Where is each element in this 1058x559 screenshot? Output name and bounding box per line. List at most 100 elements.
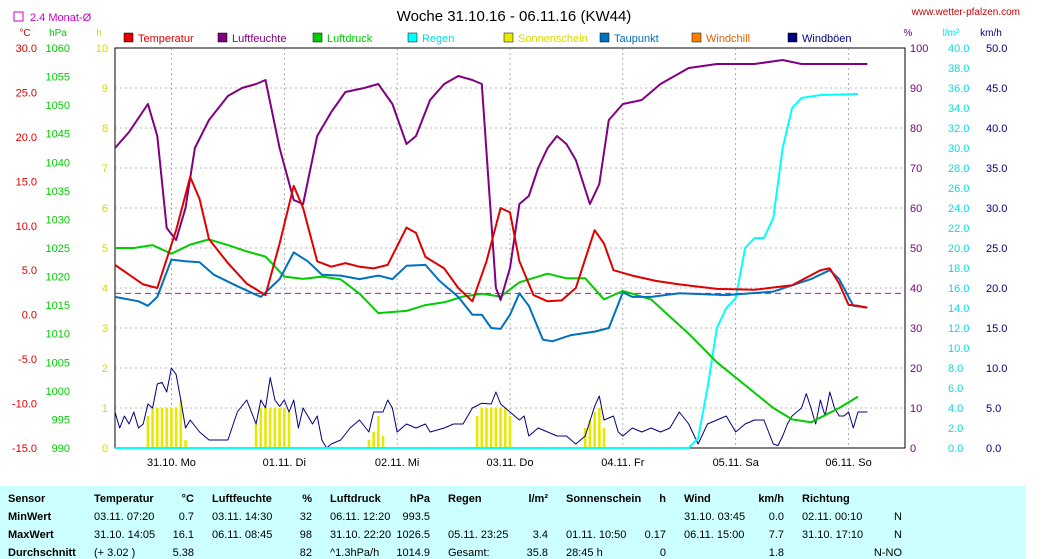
table-header-unit: % <box>302 493 312 505</box>
tick-label: 40.0 <box>986 123 1007 135</box>
tick-label: 45.0 <box>986 83 1007 95</box>
legend-label: Sonnenschein <box>518 33 588 45</box>
tick-label: 10.0 <box>986 363 1007 375</box>
sunshine-bar <box>165 408 169 448</box>
table-header-unit: h <box>659 493 666 505</box>
tick-label: 5 <box>102 243 108 255</box>
tick-label: 995 <box>52 414 70 426</box>
humidity-line <box>114 59 868 301</box>
table-cell-time: ^1.3hPa/h <box>330 547 380 559</box>
table-header: Sonnenschein <box>566 493 642 505</box>
tick-label: 38.0 <box>948 63 969 75</box>
tick-label: 1030 <box>46 214 70 226</box>
tick-label: 1020 <box>46 272 70 284</box>
table-header-unit: °C <box>181 493 194 505</box>
legend: Temperatur Luftfeuchte Luftdruck Regen Sonne… <box>123 32 852 45</box>
tick-label: 0 <box>910 443 916 455</box>
tick-label: 15.0 <box>16 176 37 188</box>
rain-line <box>115 93 859 449</box>
table-cell-time: 02.11. 00:10 <box>802 511 863 523</box>
tick-label: 10.0 <box>948 343 969 355</box>
table-header: Richtung <box>802 493 850 505</box>
tick-label: 22.0 <box>948 223 969 235</box>
table-cell-time: 28:45 h <box>566 547 603 559</box>
legend-swatch <box>503 32 514 43</box>
site-url: www.wetter-pfalzen.com <box>911 7 1020 18</box>
tick-label: 3 <box>102 323 108 335</box>
table-cell-value: 82 <box>299 547 312 559</box>
tick-label: 30.0 <box>16 43 37 55</box>
sunshine-bar <box>273 408 277 448</box>
sunshine-bar <box>381 436 385 448</box>
dewpoint-line <box>114 251 868 343</box>
legend-label: Luftfeuchte <box>232 33 286 45</box>
pressure-unit: hPa <box>49 28 67 39</box>
tick-label: 7 <box>102 163 108 175</box>
legend-label: Temperatur <box>138 33 194 45</box>
sunshine-bar <box>499 408 502 448</box>
tick-label: 12.0 <box>948 323 969 335</box>
tick-label: 2 <box>102 363 108 375</box>
table-cell-value: 32 <box>299 511 312 523</box>
table-cell-value: 35.8 <box>526 547 548 559</box>
table-header: Wind <box>684 493 711 505</box>
table-cell-time: 31.10. 03:45 <box>684 511 746 523</box>
table-cell-value: 1.8 <box>768 547 784 559</box>
sunshine-bar <box>268 408 272 448</box>
sunshine-bar <box>377 416 380 448</box>
day-labels: 31.10. Mo 01.11. Di 02.11. Mi 03.11. Do 04.1… <box>147 457 872 469</box>
tick-label: 1000 <box>46 386 70 398</box>
sunshine-bar <box>475 416 479 448</box>
temperature-line <box>114 175 868 309</box>
tick-label: 70 <box>910 163 922 175</box>
tick-label: 1040 <box>46 157 70 169</box>
table-cell-value: 0 <box>659 547 666 559</box>
legend-swatch <box>691 32 702 43</box>
tick-label: 10 <box>96 43 108 55</box>
legend-swatch <box>407 32 418 43</box>
weather-chart: Woche 31.10.16 - 06.11.16 (KW44) www.wet… <box>12 7 1020 469</box>
tick-label: 16.0 <box>948 283 969 295</box>
tick-label: 25.0 <box>16 87 37 99</box>
tick-label: 20.0 <box>948 243 969 255</box>
table-cell-value: 16.1 <box>172 529 194 541</box>
day-label: 05.11. Sa <box>713 457 760 469</box>
table-row-label: MaxWert <box>8 529 54 541</box>
tick-label: 14.0 <box>948 303 969 315</box>
tick-label: 8.0 <box>948 363 963 375</box>
table-cell-value: N-NO <box>873 547 902 559</box>
sunshine-bar <box>264 408 267 448</box>
tick-label: 1010 <box>46 329 70 341</box>
table-cell-time: 05.11. 23:25 <box>448 529 509 541</box>
tick-label: 1060 <box>46 43 70 55</box>
tick-label: 9 <box>102 83 108 95</box>
tick-label: 1050 <box>46 100 70 112</box>
tick-label: 40.0 <box>948 43 969 55</box>
day-label: 04.11. Fr <box>601 457 645 469</box>
tick-label: 5.0 <box>986 403 1001 415</box>
tick-label: -5.0 <box>18 354 37 366</box>
tick-label: 30.0 <box>986 203 1007 215</box>
axis-ticks: 30.025.020.015.010.05.00.0-5.0-10.0-15.0… <box>12 43 1008 455</box>
tick-label: 60 <box>910 203 922 215</box>
tick-label: 24.0 <box>948 203 969 215</box>
legend-label: Luftdruck <box>327 33 373 45</box>
legend-swatch <box>312 32 323 43</box>
tick-label: -15.0 <box>12 443 37 455</box>
sun-unit: h <box>96 28 102 39</box>
tick-label: 26.0 <box>948 183 969 195</box>
legend-swatch <box>787 32 798 43</box>
table-header: Luftfeuchte <box>212 493 272 505</box>
sunshine-bar <box>174 408 178 448</box>
tick-label: 6.0 <box>948 383 963 395</box>
tick-label: 35.0 <box>986 163 1007 175</box>
tick-label: 10 <box>910 403 922 415</box>
tick-label: 0.0 <box>948 443 963 455</box>
day-label: 03.11. Do <box>487 457 534 469</box>
sunshine-bar <box>485 408 488 448</box>
tick-label: 5.0 <box>22 265 37 277</box>
table-cell-time: 03.11. 07:20 <box>94 511 155 523</box>
day-label: 01.11. Di <box>263 457 306 469</box>
table-cell-value: 0.0 <box>768 511 784 523</box>
tick-label: 50 <box>910 243 922 255</box>
